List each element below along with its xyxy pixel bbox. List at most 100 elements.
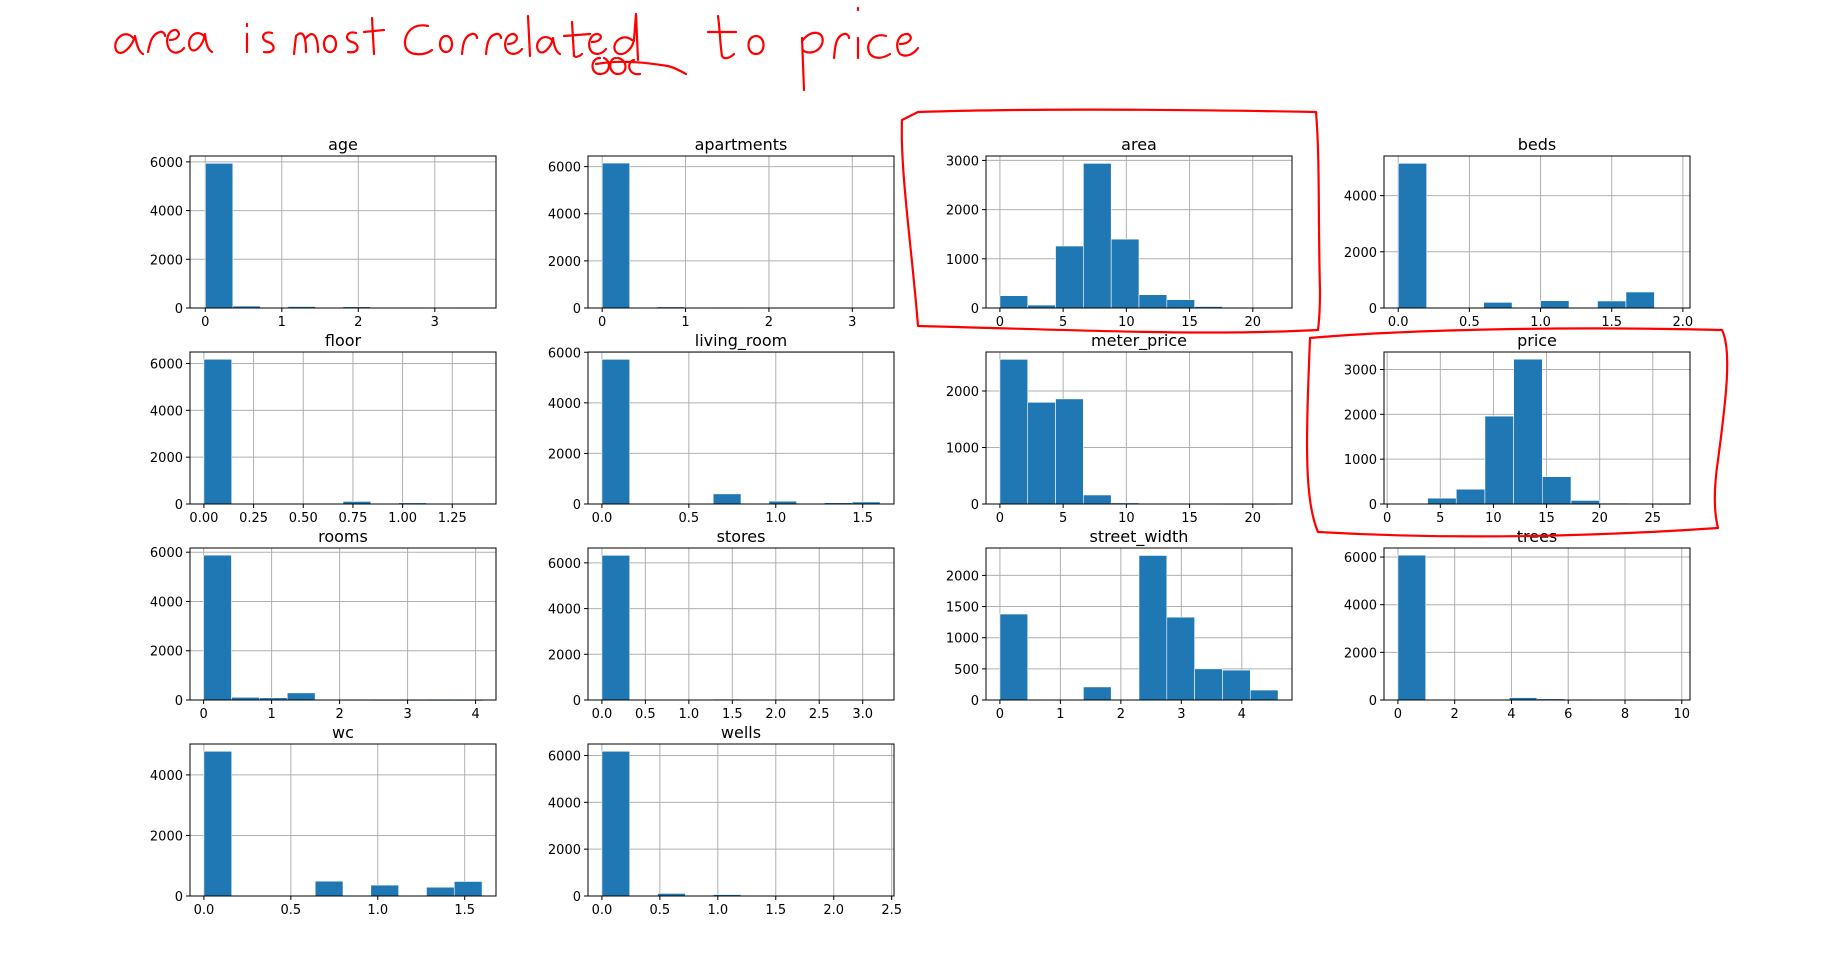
axes-frame (985, 547, 1293, 701)
x-tick-label: 2 (765, 315, 773, 330)
subplot-title: wells (721, 723, 761, 742)
histogram-bar (1249, 689, 1279, 701)
subplot-apartments: 0 1 2 3 0 2000 4000 6000 apartments (548, 135, 895, 330)
x-tick-label: 0.50 (289, 511, 318, 526)
x-tick-label: 3 (431, 315, 439, 330)
y-tick-label: 3000 (1344, 363, 1377, 378)
subplot-price: 0 5 10 15 20 25 0 1000 2000 3000 price (1344, 331, 1691, 526)
histogram-bar (203, 750, 233, 897)
x-tick-label: 1.5 (454, 903, 475, 918)
x-tick-label: 0.5 (280, 903, 301, 918)
y-tick-label: 0 (175, 302, 183, 317)
x-tick-label: 0 (1383, 511, 1391, 526)
histogram-bar (1397, 163, 1427, 309)
x-tick-label: 0.0 (592, 707, 613, 722)
axes-frame (587, 547, 895, 701)
subplot-title: age (328, 135, 358, 154)
x-tick-label: 0 (1394, 707, 1402, 722)
subplot-rooms: 0 1 2 3 4 0 2000 4000 6000 rooms (150, 527, 497, 722)
subplot-title: area (1121, 135, 1157, 154)
y-tick-label: 0 (175, 498, 183, 513)
x-tick-label: 1.0 (678, 707, 699, 722)
x-tick-label: 1 (278, 315, 286, 330)
y-tick-label: 4000 (150, 404, 183, 419)
y-tick-label: 0 (573, 694, 581, 709)
histogram-bar (1083, 686, 1112, 701)
histogram-bar (1110, 238, 1140, 309)
subplot-area: 0 5 10 15 20 0 1000 2000 3000 area (946, 135, 1293, 330)
histogram-bar (370, 884, 399, 897)
x-tick-label: 2 (1451, 707, 1459, 722)
y-tick-label: 4000 (1344, 599, 1377, 614)
y-tick-label: 0 (1369, 302, 1377, 317)
axes-frame (587, 743, 895, 897)
y-tick-label: 1500 (946, 601, 979, 616)
y-tick-label: 0 (971, 498, 979, 513)
histogram-bar (999, 295, 1029, 309)
subplot-title: rooms (318, 527, 368, 546)
histogram-bar (1455, 488, 1486, 505)
x-tick-label: 0.5 (678, 511, 699, 526)
x-tick-label: 1.25 (438, 511, 467, 526)
histogram-bar (1083, 494, 1112, 505)
y-tick-label: 6000 (1344, 551, 1377, 566)
x-tick-label: 0.0 (194, 903, 215, 918)
y-tick-label: 0 (573, 498, 581, 513)
subplot-title: price (1517, 331, 1557, 350)
x-tick-label: 0.25 (239, 511, 268, 526)
x-tick-label: 2.0 (1673, 315, 1694, 330)
y-tick-label: 2000 (150, 645, 183, 660)
x-tick-label: 0.0 (1388, 315, 1409, 330)
y-tick-label: 0 (573, 890, 581, 905)
subplot-title: wc (332, 723, 354, 742)
y-tick-label: 0 (971, 302, 979, 317)
y-tick-label: 1000 (946, 441, 979, 456)
x-tick-label: 1 (681, 315, 689, 330)
y-tick-label: 0 (175, 694, 183, 709)
y-tick-label: 2000 (150, 829, 183, 844)
histogram-bar (1138, 555, 1168, 701)
y-tick-label: 2000 (548, 843, 581, 858)
histogram-bar (1397, 554, 1427, 701)
histogram-bar (601, 359, 631, 505)
y-tick-label: 2000 (150, 253, 183, 268)
histogram-bar (1166, 299, 1195, 309)
x-tick-label: 4 (1238, 707, 1246, 722)
y-tick-label: 0 (175, 890, 183, 905)
y-tick-label: 0 (971, 694, 979, 709)
x-tick-label: 2.0 (765, 707, 786, 722)
y-tick-label: 0 (1369, 498, 1377, 513)
x-tick-label: 0 (996, 511, 1004, 526)
subplot-meter-price: 0 5 10 15 20 0 1000 2000 meter_price (946, 331, 1293, 526)
x-tick-label: 2 (354, 315, 362, 330)
x-tick-label: 2.0 (823, 903, 844, 918)
x-tick-label: 1.0 (1530, 315, 1551, 330)
histogram-bar (1625, 291, 1655, 309)
x-tick-label: 0.0 (592, 511, 613, 526)
y-tick-label: 4000 (548, 603, 581, 618)
histogram-bar (1513, 358, 1543, 505)
x-tick-label: 1.00 (388, 511, 417, 526)
axes-frame (189, 155, 497, 309)
y-tick-label: 6000 (548, 749, 581, 764)
subplot-title: street_width (1090, 527, 1189, 547)
y-tick-label: 2000 (1344, 408, 1377, 423)
x-tick-label: 1.5 (1601, 315, 1622, 330)
histogram-bar (1027, 401, 1056, 505)
x-tick-label: 10 (1673, 707, 1690, 722)
y-tick-label: 6000 (150, 156, 183, 171)
y-tick-label: 2000 (150, 451, 183, 466)
histogram-bar (601, 555, 631, 701)
x-tick-label: 2.5 (809, 707, 830, 722)
subplot-title: beds (1518, 135, 1557, 154)
y-tick-label: 2000 (946, 569, 979, 584)
y-tick-label: 2000 (946, 385, 979, 400)
y-tick-label: 4000 (1344, 190, 1377, 205)
subplot-wells: 0.0 0.5 1.0 1.5 2.0 2.5 0 2000 4000 6000 wells (548, 723, 902, 918)
x-tick-label: 15 (1538, 511, 1555, 526)
x-tick-label: 2.5 (881, 903, 902, 918)
axes-frame (189, 351, 497, 505)
histogram-bar (1222, 669, 1251, 701)
histogram-bar (1055, 245, 1084, 309)
